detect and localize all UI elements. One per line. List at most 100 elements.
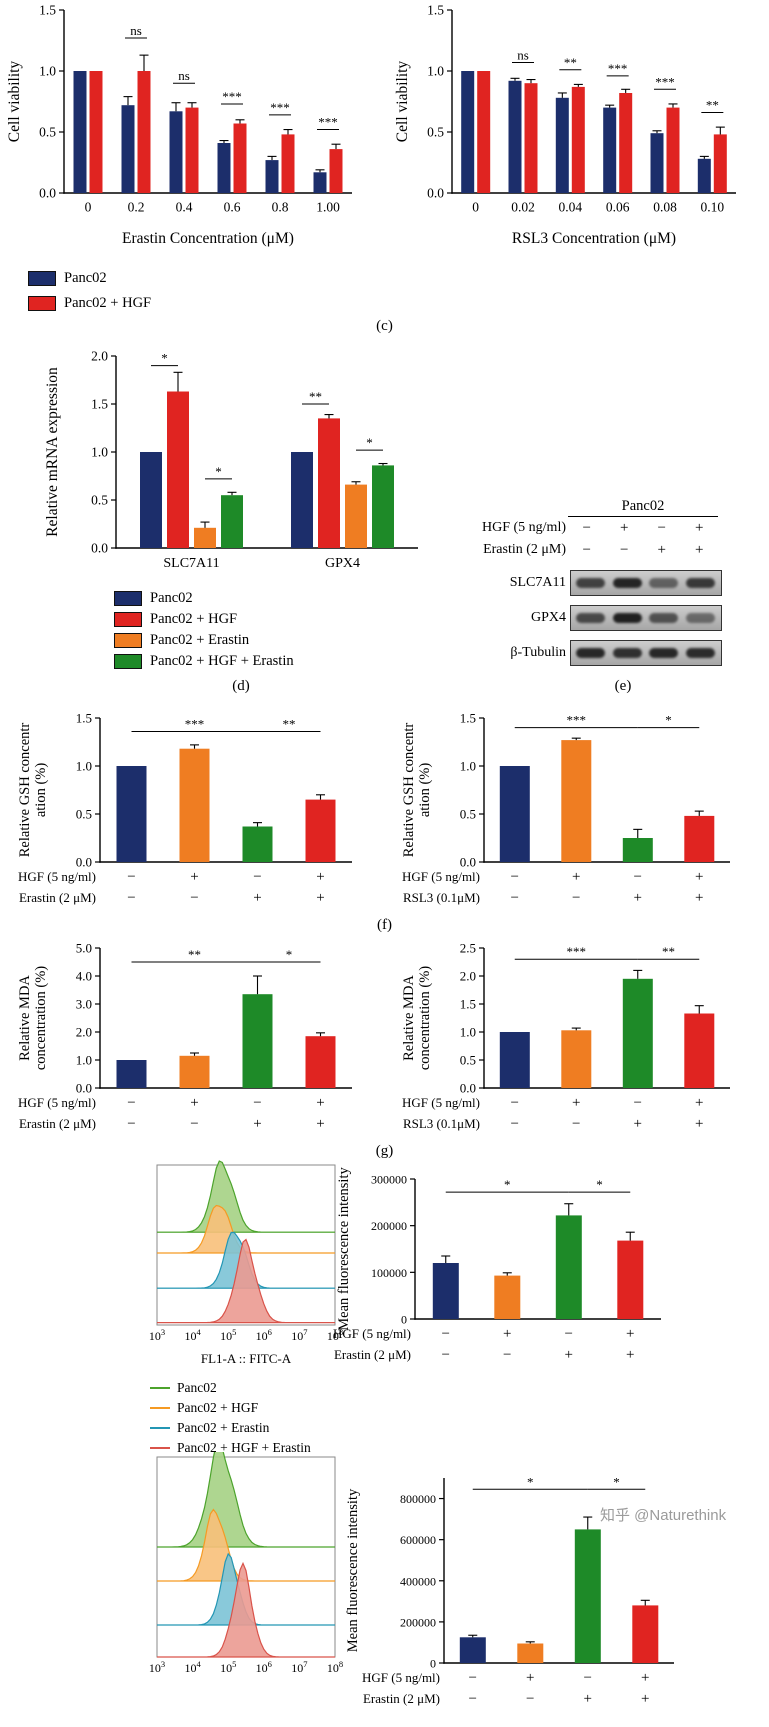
bar [242, 994, 273, 1088]
y-axis-label: Mean fluorescence intensity [345, 1488, 361, 1652]
legend-swatch [114, 591, 142, 606]
bar [494, 1275, 521, 1319]
bar [524, 83, 538, 193]
panel-label-c: (c) [376, 318, 393, 334]
wb-condition-symbol: − [620, 541, 629, 558]
svg-text:300000: 300000 [371, 1173, 407, 1187]
svg-text:0.0: 0.0 [76, 1081, 92, 1096]
svg-text:100000: 100000 [371, 1266, 407, 1280]
svg-text:1.5: 1.5 [460, 997, 476, 1012]
condition-row-label: HGF (5 ng/ml) [402, 1095, 480, 1110]
wb-condition-symbol: − [657, 519, 666, 536]
svg-text:2.5: 2.5 [460, 941, 476, 956]
condition-symbol: − [511, 1116, 519, 1132]
svg-text:1.00: 1.00 [316, 200, 340, 215]
legend-item: Panc02 + Erastin [150, 1418, 311, 1438]
condition-symbol: + [190, 1095, 198, 1111]
svg-text:0.08: 0.08 [653, 200, 677, 215]
bar [194, 527, 216, 548]
condition-row-label: RSL3 (0.1μM) [403, 1116, 480, 1131]
svg-text:105: 105 [220, 1659, 236, 1675]
significance-mark: *** [270, 100, 290, 115]
bar [345, 484, 367, 548]
legend-item: Panc02 + HGF [28, 291, 151, 316]
legend-item: Panc02 + HGF + Erastin [150, 1438, 311, 1458]
significance-mark: *** [567, 944, 587, 959]
legend-cell-viability: Panc02 Panc02 + HGF [28, 266, 151, 316]
condition-symbol: − [634, 869, 642, 885]
condition-symbol: − [511, 1095, 519, 1111]
svg-text:0.5: 0.5 [427, 125, 444, 140]
condition-symbol: − [253, 869, 261, 885]
bar [517, 1643, 544, 1663]
svg-text:0.6: 0.6 [224, 200, 241, 215]
bar [121, 105, 135, 193]
svg-text:0.0: 0.0 [91, 541, 108, 556]
bar [622, 838, 653, 862]
wb-protein-band [576, 613, 605, 623]
svg-text:106: 106 [256, 1327, 272, 1343]
bar [499, 1032, 530, 1088]
viability-erastin-svg: Cell viability 0.0 0.5 1.0 1.5 0 0.2 0.4 0.6 0.8 1… [6, 3, 352, 247]
bar [291, 452, 313, 548]
condition-row-label: HGF (5 ng/ml) [362, 1670, 440, 1685]
condition-symbol: + [253, 1116, 261, 1132]
condition-symbol: − [511, 869, 519, 885]
significance-mark: * [286, 947, 293, 962]
condition-row-label: HGF (5 ng/ml) [18, 1095, 96, 1110]
y-axis-label: Cell viability [394, 61, 411, 143]
bar [140, 452, 162, 548]
condition-symbol: − [526, 1691, 534, 1707]
bar [697, 158, 711, 193]
condition-symbol: − [634, 1095, 642, 1111]
svg-text:0.5: 0.5 [76, 807, 92, 822]
legend-label: Panc02 + HGF + Erastin [177, 1440, 311, 1455]
wb-protein-band [685, 578, 715, 588]
significance-mark: *** [185, 716, 205, 731]
significance-mark: *** [608, 61, 628, 76]
legend-swatch [150, 1387, 170, 1389]
condition-symbol: − [190, 890, 198, 906]
y-axis-label: ation (%) [33, 763, 49, 818]
condition-symbol: − [511, 890, 519, 906]
gsh-erastin-svg: Relative GSH concentr ation (%) 0.0 0.5 1.0 1… [17, 711, 352, 906]
watermark: 知乎 @Naturethink [600, 1507, 727, 1524]
legend-swatch [150, 1447, 170, 1449]
y-axis-label: concentration (%) [417, 966, 433, 1070]
condition-symbol: + [572, 869, 580, 885]
wb-band-label: β-Tubulin [510, 645, 566, 660]
bar [305, 1036, 336, 1088]
legend-item: Panc02 + HGF [150, 1398, 311, 1418]
wb-protein-band [612, 578, 642, 588]
condition-row-label: Erastin (2 μM) [363, 1691, 440, 1706]
legend-swatch [28, 271, 56, 286]
bar [713, 134, 727, 193]
bar [313, 172, 327, 193]
significance-mark: * [161, 351, 168, 366]
legend-label: Panc02 [64, 270, 107, 286]
wb-condition-row: HGF (5 ng/ml) − + − + [480, 517, 730, 539]
svg-text:4.0: 4.0 [76, 969, 92, 984]
wb-protein-band [685, 648, 715, 658]
panel-label-e: (e) [614, 678, 632, 694]
bar [116, 766, 147, 862]
bar [499, 766, 530, 862]
mfi-2-svg: Mean fluorescence intensity 0 200000 400000… [345, 1474, 674, 1707]
legend-swatch [150, 1427, 170, 1429]
svg-text:0.5: 0.5 [460, 807, 476, 822]
condition-symbol: − [469, 1691, 477, 1707]
panel-label-d: (d) [232, 678, 250, 694]
chart-mda-rsl3: Relative MDA concentration (%) 0.0 0.5 1.0 1.… [398, 932, 740, 1142]
svg-text:103: 103 [149, 1327, 165, 1343]
condition-symbol: + [641, 1691, 649, 1707]
condition-row-label: Erastin (2 μM) [19, 890, 96, 905]
svg-text:0: 0 [85, 200, 92, 215]
bar [684, 815, 715, 862]
bar [666, 107, 680, 193]
svg-text:104: 104 [184, 1327, 201, 1343]
condition-symbol: + [316, 1095, 324, 1111]
significance-mark: ** [188, 947, 201, 962]
condition-row-label: HGF (5 ng/ml) [402, 869, 480, 884]
wb-protein-band [612, 613, 642, 623]
condition-symbol: + [695, 1095, 703, 1111]
